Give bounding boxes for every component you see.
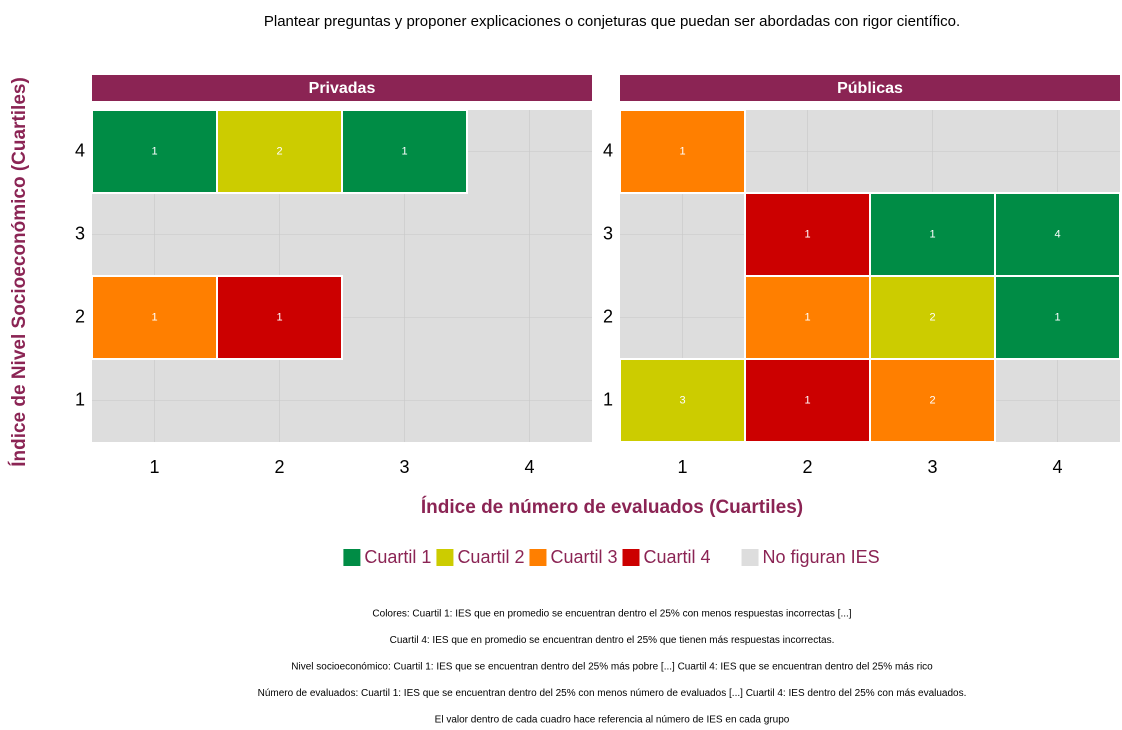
- cell-label: 1: [804, 311, 810, 323]
- cell-label: 1: [401, 145, 407, 157]
- heatmap-cell: [994, 192, 1121, 277]
- cell-label: 2: [929, 311, 935, 323]
- y-tick-label: 2: [75, 306, 85, 326]
- note: Colores: Cuartil 1: IES que en promedio …: [372, 609, 851, 620]
- chart-title: Plantear preguntas y proponer explicacio…: [264, 13, 960, 30]
- x-tick-label: 3: [927, 457, 937, 477]
- x-axis-label: Índice de número de evaluados (Cuartiles…: [421, 496, 803, 518]
- x-tick-label: 3: [399, 457, 409, 477]
- y-tick-label: 4: [603, 140, 613, 160]
- heatmap-cell: [869, 358, 996, 443]
- y-tick-label: 3: [75, 223, 85, 243]
- y-axis-label: Índice de Nivel Socioeconómico (Cuartile…: [8, 77, 30, 467]
- heatmap-cell: [869, 192, 996, 277]
- cell-label: 2: [276, 145, 282, 157]
- legend-label: Cuartil 4: [644, 547, 711, 567]
- cell-label: 1: [151, 145, 157, 157]
- x-tick-label: 1: [149, 457, 159, 477]
- legend-label: Cuartil 1: [364, 547, 431, 567]
- cell-label: 1: [804, 228, 810, 240]
- cell-label: 1: [679, 145, 685, 157]
- note: Nivel socioeconómico: Cuartil 1: IES que…: [291, 662, 933, 673]
- legend-label: Cuartil 2: [457, 547, 524, 567]
- heatmap-cell: [994, 275, 1121, 360]
- y-tick-label: 3: [603, 223, 613, 243]
- cell-label: 2: [929, 394, 935, 406]
- panel-title: Públicas: [837, 80, 903, 97]
- cell-label: 3: [679, 394, 685, 406]
- x-tick-label: 4: [1052, 457, 1062, 477]
- legend-swatch: [436, 549, 454, 566]
- x-tick-label: 4: [524, 457, 534, 477]
- cell-label: 1: [804, 394, 810, 406]
- legend-swatch: [529, 549, 547, 566]
- legend-label: Cuartil 3: [550, 547, 617, 567]
- heatmap-cell: [744, 275, 871, 360]
- panel-title: Privadas: [309, 80, 376, 97]
- x-tick-label: 2: [802, 457, 812, 477]
- note: Número de evaluados: Cuartil 1: IES que …: [258, 688, 967, 699]
- strip: [620, 75, 1120, 101]
- y-tick-label: 2: [603, 306, 613, 326]
- legend-label: No figuran IES: [763, 547, 880, 567]
- y-tick-label: 1: [603, 389, 613, 409]
- cell-label: 4: [1054, 228, 1060, 240]
- x-tick-label: 1: [677, 457, 687, 477]
- note: Cuartil 4: IES que en promedio se encuen…: [390, 635, 835, 646]
- x-tick-label: 2: [274, 457, 284, 477]
- note: El valor dentro de cada cuadro hace refe…: [435, 715, 790, 726]
- y-tick-label: 1: [75, 389, 85, 409]
- legend-swatch: [622, 549, 640, 566]
- legend-swatch: [343, 549, 361, 566]
- legend-swatch: [741, 549, 759, 566]
- cell-label: 1: [929, 228, 935, 240]
- y-tick-label: 4: [75, 140, 85, 160]
- cell-label: 1: [151, 311, 157, 323]
- heatmap-cell: [744, 358, 871, 443]
- heatmap-cell: [619, 109, 746, 194]
- heatmap-cell: [869, 275, 996, 360]
- strip: [92, 75, 592, 101]
- heatmap-cell: [216, 275, 343, 360]
- heatmap-cell: [341, 109, 468, 194]
- cell-label: 1: [1054, 311, 1060, 323]
- cell-label: 1: [276, 311, 282, 323]
